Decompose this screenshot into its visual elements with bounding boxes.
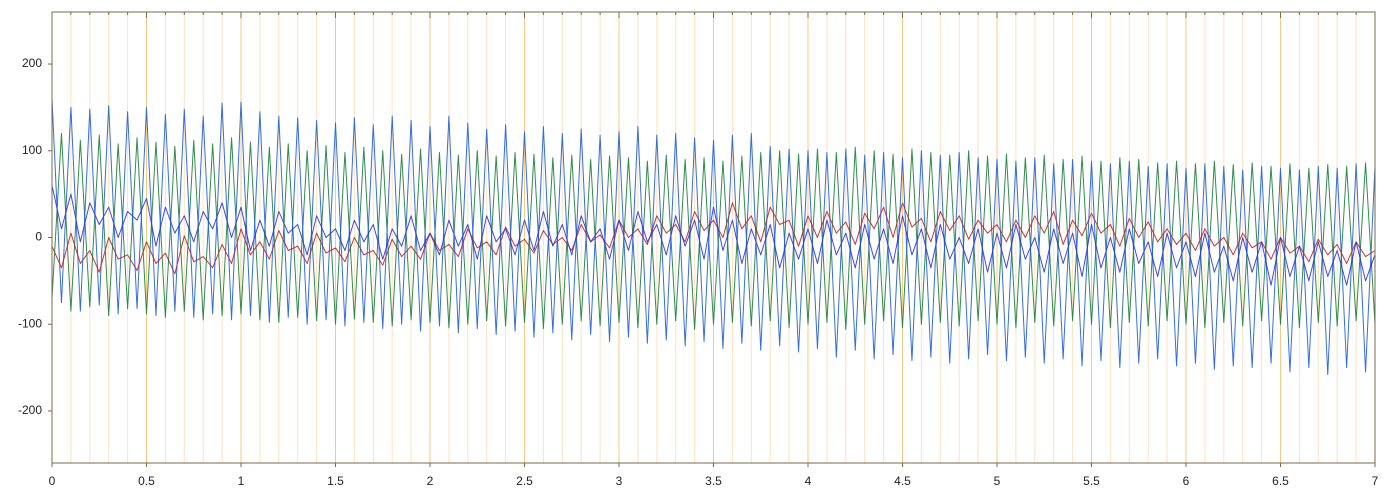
grid <box>51 12 1376 463</box>
x-tick-label: 1 <box>238 474 245 488</box>
x-tick-label: 7 <box>1372 474 1379 488</box>
axes: 0 0.5 1 1.5 2 2.5 3 3.5 4 4.5 5 5.5 6 6.5 7 -200 -100 0 10… <box>18 12 1379 488</box>
plot-area <box>51 98 1376 376</box>
series-line <box>51 185 1376 286</box>
x-tick-label: 2 <box>427 474 434 488</box>
x-tick-label: 4 <box>805 474 812 488</box>
y-tick-label: -200 <box>18 403 42 417</box>
x-tick-label: 5.5 <box>1083 474 1100 488</box>
x-tick-label: 5 <box>994 474 1001 488</box>
x-tick-label: 0 <box>49 474 56 488</box>
x-tick-label: 6.5 <box>1272 474 1289 488</box>
x-tick-label: 0.5 <box>138 474 155 488</box>
y-tick-label: -100 <box>18 316 42 330</box>
y-tick-label: 200 <box>22 56 42 70</box>
x-tick-label: 1.5 <box>327 474 344 488</box>
x-tick-label: 6 <box>1183 474 1190 488</box>
series-line <box>51 98 1376 376</box>
y-tick-label: 0 <box>35 230 42 244</box>
y-tick-label: 100 <box>22 143 42 157</box>
x-tick-label: 4.5 <box>894 474 911 488</box>
x-tick-label: 2.5 <box>516 474 533 488</box>
series-line <box>51 202 1376 275</box>
x-tick-label: 3 <box>616 474 623 488</box>
x-tick-label: 3.5 <box>705 474 722 488</box>
series-line <box>51 132 1376 330</box>
